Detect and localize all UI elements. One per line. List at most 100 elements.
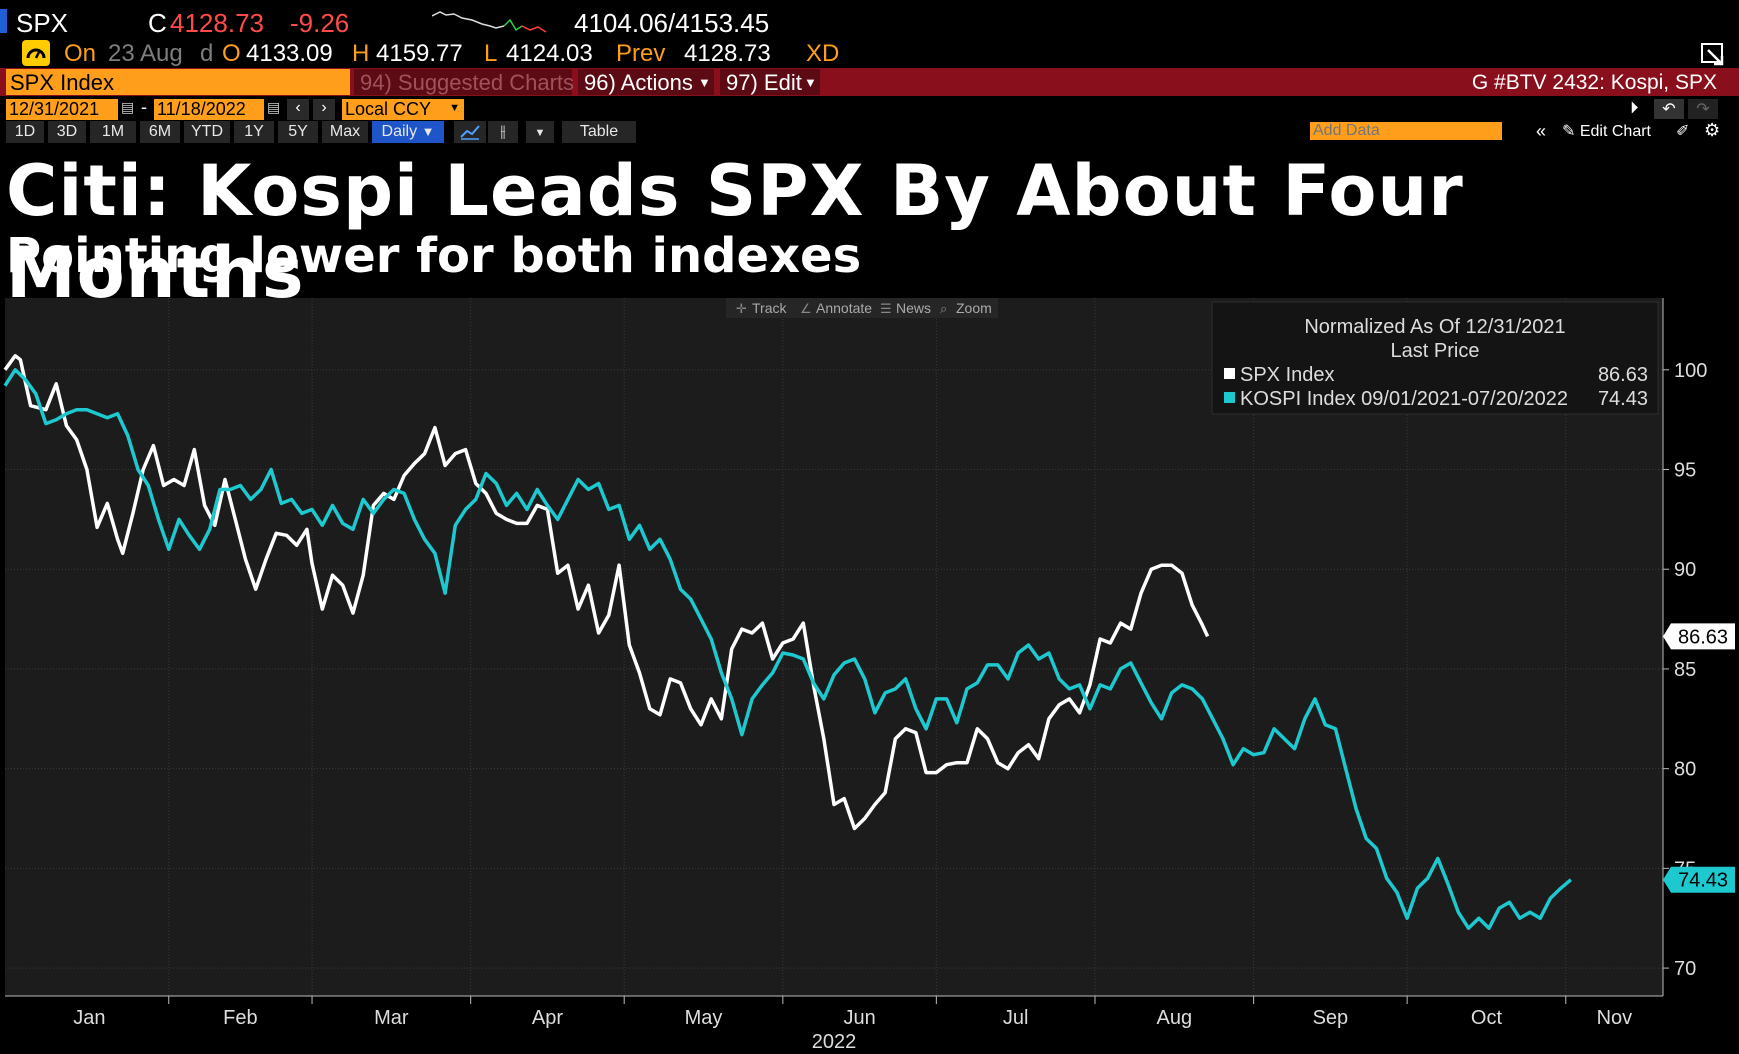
prev-period-button[interactable]: ‹: [287, 99, 309, 120]
legend-swatch: [1224, 392, 1235, 403]
start-date: 12/31/2021: [9, 99, 100, 119]
prev-value: 4128.73: [684, 40, 771, 67]
bar-chart-button[interactable]: ⫲: [488, 121, 518, 143]
currency-select[interactable]: Local CCY ▼: [342, 99, 464, 120]
table-button[interactable]: Table: [562, 121, 636, 143]
range-bar: 1D 3D 1M 6M YTD 1Y 5Y Max Daily ▼ ⫲ ▼ Ta…: [0, 120, 1739, 144]
y-tick-label: 90: [1674, 559, 1696, 581]
crosshair-icon: ✛: [736, 301, 747, 316]
chart-type-dropdown[interactable]: ▼: [526, 121, 554, 143]
range-6m-button[interactable]: 6M: [140, 121, 180, 143]
edit-chart-button[interactable]: ✎ Edit Chart: [1562, 121, 1651, 143]
toolbar-news-button[interactable]: News: [896, 300, 931, 316]
edit-label: 97) Edit: [726, 70, 802, 95]
last-price-value: 86.63: [1678, 626, 1728, 648]
chart-subtitle: Pointing lower for both indexes: [6, 228, 862, 284]
ticker-marker: [0, 9, 7, 33]
x-tick-label: Apr: [532, 1007, 563, 1029]
quote-bar: SPX C 4128.73 -9.26 4104.06/4153.45: [0, 0, 1739, 38]
suggested-charts-label: 94) Suggested Charts: [360, 70, 575, 95]
xd-flag: XD: [806, 40, 840, 67]
toolbar-annotate-button[interactable]: Annotate: [816, 300, 872, 316]
undo-button[interactable]: ↶: [1654, 99, 1684, 119]
gear-icon[interactable]: ⚙: [1704, 120, 1721, 140]
menu-bar: SPX Index 94) Suggested Charts 96) Actio…: [0, 68, 1739, 96]
redo-button[interactable]: ↷: [1688, 99, 1718, 119]
chevron-left-icon: ‹: [295, 99, 301, 116]
actions-menu[interactable]: 96) Actions ▼: [578, 69, 714, 95]
legend-series-value: 86.63: [1598, 364, 1648, 386]
chevron-right-icon: ›: [321, 99, 327, 116]
frequency-select[interactable]: Daily ▼: [372, 121, 444, 143]
ohlc-icon: ⫲: [500, 123, 506, 140]
news-icon: ☰: [880, 301, 892, 316]
toolbar-zoom-button[interactable]: Zoom: [956, 300, 992, 316]
line-chart-button[interactable]: [454, 121, 486, 143]
x-tick-label: Oct: [1471, 1007, 1503, 1029]
low-value: 4124.03: [506, 40, 593, 67]
last-price-labels: 86.63 74.43: [1663, 623, 1735, 893]
kospi-line: [3, 368, 1573, 930]
suggested-charts-button[interactable]: 94) Suggested Charts: [354, 69, 575, 95]
y-tick-label: 70: [1674, 958, 1696, 980]
add-data-input[interactable]: [1310, 122, 1502, 140]
x-axis-label: 2022: [812, 1031, 857, 1053]
quote-date: 23 Aug: [108, 40, 183, 67]
sparkline-icon: [432, 11, 547, 33]
ticker[interactable]: SPX: [16, 8, 69, 38]
calendar-icon[interactable]: ▤: [267, 99, 281, 115]
play-icon[interactable]: ⏵: [1630, 98, 1639, 117]
quote-detail-bar: On 23 Aug d O 4133.09 H 4159.77 L 4124.0…: [0, 38, 1739, 68]
next-period-button[interactable]: ›: [313, 99, 335, 120]
open-value: 4133.09: [246, 40, 333, 67]
range-max-button[interactable]: Max: [322, 121, 368, 143]
legend-series-value: 74.43: [1598, 388, 1648, 410]
end-date-field[interactable]: 11/18/2022: [154, 99, 264, 120]
chart-toolbar[interactable]: ✛ Track ∠ Annotate ☰ News ⌕ Zoom: [726, 298, 998, 318]
range-ytd-button[interactable]: YTD: [184, 121, 230, 143]
toolbar-track-button[interactable]: Track: [752, 300, 787, 316]
last-price-value: 74.43: [1678, 870, 1728, 892]
last-price-tag: [1663, 866, 1735, 893]
prev-label: Prev: [616, 40, 666, 67]
range-1m-button[interactable]: 1M: [90, 121, 136, 143]
last-price-tag: [1663, 623, 1735, 650]
gauge-icon[interactable]: [22, 40, 50, 66]
chevron-down-icon: ▼: [534, 127, 546, 139]
currency-value: Local CCY: [345, 99, 432, 119]
collapse-icon[interactable]: «: [1536, 121, 1547, 141]
chart-id: G #BTV 2432: Kospi, SPX: [1471, 71, 1717, 94]
redo-icon: ↷: [1696, 101, 1710, 118]
edit-menu[interactable]: 97) Edit ▼: [720, 69, 820, 95]
on-label: On: [64, 40, 97, 67]
range-3d-button[interactable]: 3D: [48, 121, 86, 143]
range-1y-button[interactable]: 1Y: [234, 121, 274, 143]
x-tick-label: Jul: [1003, 1007, 1029, 1029]
high-value: 4159.77: [376, 40, 463, 67]
undo-icon: ↶: [1662, 101, 1676, 118]
x-tick-label: Nov: [1597, 1007, 1633, 1029]
price-change: -9.26: [290, 8, 350, 38]
security-field[interactable]: SPX Index: [6, 69, 350, 95]
y-tick-label: 85: [1674, 659, 1696, 681]
legend-header: Normalized As Of 12/31/2021: [1304, 316, 1565, 338]
chart-area[interactable]: 707580859095100 JanFebMarAprMayJunJulAug…: [0, 294, 1739, 1054]
y-tick-label: 80: [1674, 759, 1696, 781]
chevron-down-icon: ▼: [449, 102, 460, 114]
range-5y-button[interactable]: 5Y: [278, 121, 318, 143]
open-label: O: [222, 40, 241, 67]
zoom-icon: ⌕: [940, 301, 947, 316]
calendar-icon[interactable]: ▤: [121, 99, 135, 115]
legend-subheader: Last Price: [1391, 340, 1480, 362]
x-axis: Jan Feb Mar Apr May Jun Jul Aug Sep Oct Nov 2022: [5, 995, 1663, 1053]
edit-note-icon[interactable]: ✐: [1676, 123, 1690, 140]
low-label: L: [484, 40, 498, 67]
popout-icon[interactable]: [1700, 42, 1726, 66]
day-range: 4104.06/4153.45: [574, 8, 770, 38]
x-tick-label: Mar: [374, 1007, 409, 1029]
chevron-down-icon: ▼: [804, 75, 817, 90]
range-1d-button[interactable]: 1D: [6, 121, 44, 143]
start-date-field[interactable]: 12/31/2021: [6, 99, 118, 120]
y-tick-label: 100: [1674, 360, 1707, 382]
date-bar: 12/31/2021 ▤ - 11/18/2022 ▤ ‹ › Local CC…: [0, 97, 1739, 121]
